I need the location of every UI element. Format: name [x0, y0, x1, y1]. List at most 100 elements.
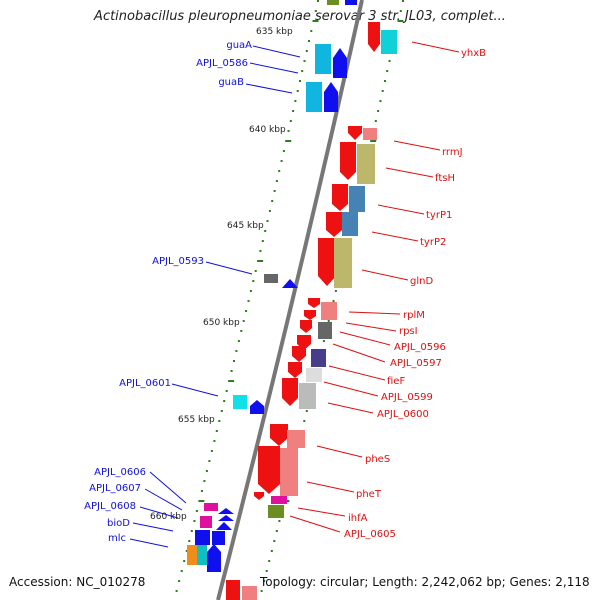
gene-label[interactable]: guaB [218, 77, 244, 88]
gene-feature[interactable] [195, 530, 210, 545]
gene-feature[interactable] [218, 508, 234, 514]
gene-feature[interactable] [187, 545, 197, 565]
gene-feature[interactable] [333, 48, 347, 78]
gene-label[interactable]: rplM [403, 310, 425, 321]
gene-feature[interactable] [204, 503, 218, 511]
gene-feature[interactable] [268, 505, 284, 518]
gene-feature[interactable] [271, 496, 287, 504]
scale-tick [322, 340, 325, 342]
gene-label[interactable]: pheT [356, 489, 382, 500]
gene-feature[interactable] [342, 212, 358, 236]
gene-feature[interactable] [326, 212, 342, 237]
scale-tick [381, 90, 384, 92]
scale-tick [305, 410, 308, 412]
gene-label[interactable]: ihfA [348, 513, 368, 524]
gene-label[interactable]: mlc [108, 533, 126, 544]
leader-line [411, 41, 460, 53]
scale-tick [195, 510, 198, 512]
gene-label[interactable]: ftsH [435, 173, 455, 184]
gene-label[interactable]: APJL_0605 [344, 529, 396, 540]
gene-feature[interactable] [324, 82, 338, 112]
gene-label[interactable]: guaA [226, 40, 252, 51]
gene-label[interactable]: APJL_0607 [89, 483, 141, 494]
gene-feature[interactable] [349, 186, 365, 212]
gene-feature[interactable] [340, 142, 356, 180]
gene-label[interactable]: tyrP1 [426, 210, 452, 221]
gene-label[interactable]: yhxB [461, 48, 486, 59]
gene-label[interactable]: glnD [410, 276, 433, 287]
gene-feature[interactable] [327, 0, 339, 5]
gene-feature[interactable] [207, 544, 221, 572]
gene-feature[interactable] [308, 298, 320, 308]
gene-feature[interactable] [216, 522, 232, 530]
leader-line [252, 45, 301, 58]
gene-feature[interactable] [363, 128, 377, 140]
gene-feature[interactable] [306, 82, 322, 112]
gene-feature[interactable] [334, 238, 352, 288]
gene-feature[interactable] [212, 531, 225, 545]
gene-label[interactable]: APJL_0593 [152, 256, 204, 267]
gene-label[interactable]: APJL_0597 [390, 358, 442, 369]
gene-feature[interactable] [300, 320, 312, 333]
gene-label[interactable]: bioD [107, 518, 130, 529]
gene-feature[interactable] [381, 30, 397, 54]
gene-feature[interactable] [318, 322, 332, 339]
scale-tick [254, 270, 257, 272]
scale-tick [270, 550, 273, 552]
scale-tick [271, 200, 274, 202]
gene-label[interactable]: APJL_0586 [196, 58, 248, 69]
gene-label[interactable]: APJL_0596 [394, 342, 446, 353]
scale-tick [278, 170, 281, 172]
leader-line [245, 83, 293, 94]
gene-feature[interactable] [357, 144, 375, 184]
gene-feature[interactable] [332, 184, 348, 211]
gene-feature[interactable] [282, 378, 298, 406]
gene-label[interactable]: APJL_0600 [377, 409, 429, 420]
scale-tick [374, 120, 377, 122]
gene-feature[interactable] [250, 400, 264, 414]
gene-feature[interactable] [348, 126, 362, 140]
gene-feature[interactable] [306, 368, 322, 382]
gene-feature[interactable] [280, 448, 298, 496]
scale-tick [225, 390, 228, 392]
scale-tick [310, 30, 313, 32]
gene-feature[interactable] [218, 515, 234, 521]
gene-label[interactable]: tyrP2 [420, 237, 446, 248]
gene-feature[interactable] [315, 44, 331, 74]
scale-label: 650 kbp [203, 318, 240, 328]
gene-feature[interactable] [258, 446, 280, 494]
gene-feature[interactable] [311, 349, 326, 367]
gene-feature[interactable] [242, 586, 257, 600]
gene-feature[interactable] [288, 362, 302, 378]
gene-label[interactable]: rrmJ [442, 147, 463, 158]
gene-label[interactable]: pheS [365, 454, 390, 465]
gene-feature[interactable] [226, 580, 240, 600]
gene-feature[interactable] [345, 0, 357, 5]
gene-label[interactable]: APJL_0599 [381, 392, 433, 403]
scale-tick [175, 590, 178, 592]
gene-feature[interactable] [233, 395, 247, 409]
gene-feature[interactable] [287, 430, 305, 448]
scale-label: 640 kbp [249, 125, 286, 135]
gene-feature[interactable] [368, 22, 380, 52]
gene-feature[interactable] [197, 545, 207, 565]
gene-feature[interactable] [254, 492, 264, 500]
gene-label[interactable]: fieF [387, 376, 405, 387]
gene-label[interactable]: APJL_0608 [84, 501, 136, 512]
gene-feature[interactable] [264, 274, 278, 283]
gene-feature[interactable] [299, 383, 316, 409]
gene-feature[interactable] [292, 346, 306, 362]
gene-label[interactable]: APJL_0606 [94, 467, 146, 478]
scale-tick [303, 420, 306, 422]
scale-tick [215, 430, 218, 432]
gene-feature[interactable] [304, 310, 316, 320]
gene-feature[interactable] [321, 302, 337, 320]
gene-label[interactable]: rpsI [399, 326, 418, 337]
gene-feature[interactable] [200, 516, 212, 528]
gene-feature[interactable] [270, 424, 288, 446]
gene-feature[interactable] [282, 279, 298, 288]
scale-tick [261, 240, 264, 242]
gene-feature[interactable] [318, 238, 336, 286]
gene-label[interactable]: APJL_0601 [119, 378, 171, 389]
